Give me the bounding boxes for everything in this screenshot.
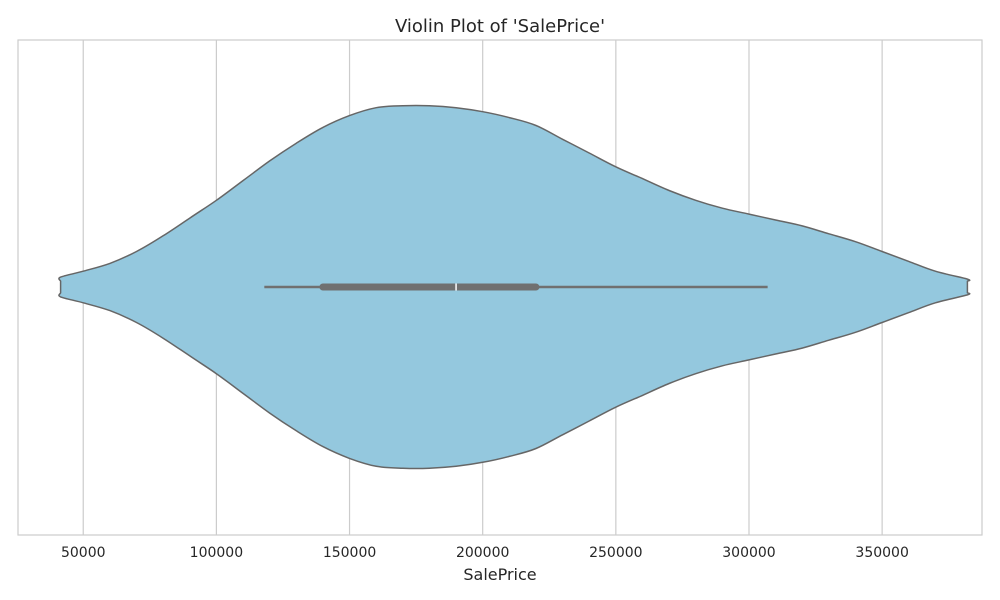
chart-title: Violin Plot of 'SalePrice' [395, 16, 605, 37]
x-tick-label: 100000 [190, 545, 243, 561]
x-axis-title: SalePrice [463, 565, 536, 584]
plot-frame [17, 39, 983, 536]
x-tick-label: 200000 [456, 545, 509, 561]
x-tick-label: 150000 [323, 545, 376, 561]
x-tick-label: 300000 [722, 545, 775, 561]
x-tick-label: 250000 [589, 545, 642, 561]
x-tick-label: 50000 [61, 545, 106, 561]
x-tick-labels: 50000 100000 150000 200000 250000 300000 35000… [61, 545, 909, 561]
x-tick-label: 350000 [855, 545, 908, 561]
